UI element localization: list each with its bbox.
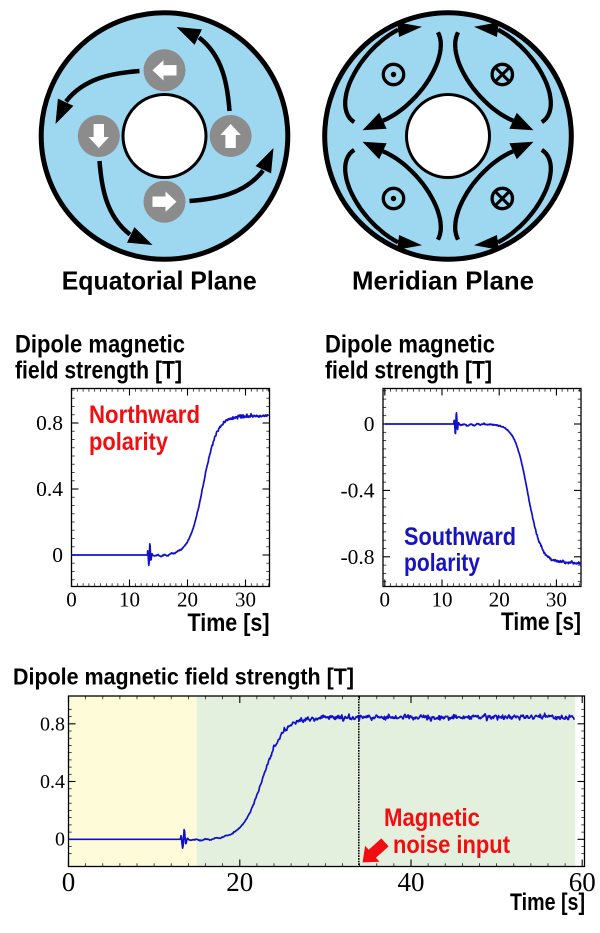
svg-text:20: 20 bbox=[489, 588, 510, 612]
svg-text:0: 0 bbox=[66, 588, 77, 612]
svg-text:Dipole magnetic: Dipole magnetic bbox=[325, 331, 495, 359]
svg-text:10: 10 bbox=[432, 588, 453, 612]
svg-text:Northward: Northward bbox=[89, 401, 200, 429]
svg-text:30: 30 bbox=[546, 588, 567, 612]
svg-text:Meridian Plane: Meridian Plane bbox=[352, 266, 534, 296]
svg-text:polarity: polarity bbox=[404, 549, 480, 577]
svg-text:-0.8: -0.8 bbox=[340, 545, 374, 569]
svg-text:60: 60 bbox=[569, 867, 596, 897]
svg-text:0: 0 bbox=[62, 867, 76, 897]
svg-text:field strength [T]: field strength [T] bbox=[325, 357, 492, 385]
svg-text:Equatorial Plane: Equatorial Plane bbox=[62, 266, 257, 296]
svg-text:0: 0 bbox=[380, 588, 391, 612]
svg-text:field strength [T]: field strength [T] bbox=[15, 357, 182, 385]
svg-text:0: 0 bbox=[55, 829, 65, 851]
svg-text:0.4: 0.4 bbox=[36, 477, 63, 501]
svg-text:20: 20 bbox=[226, 867, 253, 897]
svg-text:0.8: 0.8 bbox=[36, 411, 63, 435]
svg-text:Time [s]: Time [s] bbox=[188, 609, 270, 637]
svg-text:Time [s]: Time [s] bbox=[501, 608, 581, 636]
svg-text:Magnetic: Magnetic bbox=[384, 804, 480, 832]
svg-text:Southward: Southward bbox=[404, 523, 516, 551]
svg-text:noise input: noise input bbox=[393, 831, 511, 859]
svg-text:20: 20 bbox=[177, 588, 198, 612]
svg-text:-0.4: -0.4 bbox=[340, 479, 374, 503]
svg-text:0: 0 bbox=[52, 543, 63, 567]
svg-text:0.8: 0.8 bbox=[40, 714, 65, 736]
svg-text:0.4: 0.4 bbox=[40, 771, 65, 793]
svg-text:polarity: polarity bbox=[89, 428, 168, 456]
svg-text:Dipole magnetic field strength: Dipole magnetic field strength [T] bbox=[13, 664, 354, 690]
svg-text:40: 40 bbox=[398, 867, 425, 897]
svg-text:10: 10 bbox=[119, 588, 140, 612]
svg-text:Time [s]: Time [s] bbox=[510, 889, 585, 916]
svg-text:30: 30 bbox=[235, 588, 256, 612]
svg-text:Dipole magnetic: Dipole magnetic bbox=[15, 331, 185, 359]
svg-text:0: 0 bbox=[364, 412, 375, 436]
